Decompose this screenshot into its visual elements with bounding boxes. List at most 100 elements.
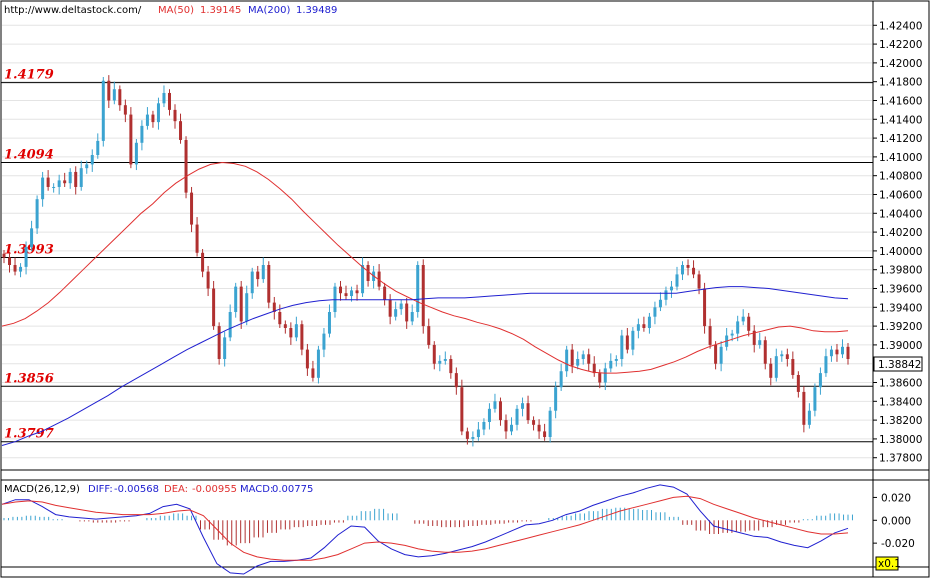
candle <box>498 397 502 426</box>
candle-body <box>625 335 629 350</box>
price-tick-label: 1.40000 <box>879 246 922 258</box>
macd-scale-badge-text: x0.1 <box>878 558 901 570</box>
candle <box>41 171 45 207</box>
candle <box>377 264 381 291</box>
candle-body <box>184 139 188 193</box>
candle-body <box>703 288 707 327</box>
candle-body <box>399 303 403 310</box>
candle-body <box>603 368 607 383</box>
price-tick-label: 1.41000 <box>879 152 922 164</box>
candle-body <box>653 307 657 317</box>
candle-body <box>57 180 61 187</box>
price-tick-label: 1.37800 <box>879 453 922 465</box>
candle <box>631 327 635 356</box>
macd-histogram <box>0 507 853 546</box>
macd-tick-label: 0.000 <box>881 515 911 527</box>
candle <box>239 280 243 329</box>
candle-body <box>592 363 596 374</box>
candle-body <box>410 312 414 322</box>
candle-body <box>421 265 425 327</box>
macd-title: MACD(26,12,9) <box>4 484 80 495</box>
candle-body <box>675 274 679 287</box>
candle-body <box>454 373 458 388</box>
candle-body <box>140 125 144 143</box>
price-tick-label: 1.40600 <box>879 189 922 201</box>
candle <box>427 318 431 349</box>
price-tick-label: 1.40800 <box>879 171 922 183</box>
candle <box>681 261 685 281</box>
price-tick-label: 1.41800 <box>879 77 922 89</box>
candle-body <box>730 333 734 336</box>
candle-body <box>41 177 45 200</box>
candle-body <box>112 89 116 101</box>
level-label: 1.3856 <box>4 371 54 386</box>
candle-body <box>432 344 436 364</box>
candle-body <box>482 421 486 430</box>
candle <box>548 406 552 443</box>
candle-body <box>697 274 701 289</box>
candle-body <box>8 257 12 266</box>
candle-body <box>587 354 591 364</box>
candle <box>327 304 331 338</box>
candle <box>228 304 232 342</box>
candle <box>322 327 326 358</box>
candle-body <box>52 186 56 188</box>
candle-body <box>377 271 381 287</box>
candle-body <box>796 374 800 392</box>
candle-body <box>278 312 282 325</box>
candle-body <box>476 429 480 438</box>
candle-body <box>758 340 762 345</box>
candle <box>129 107 133 169</box>
candle-body <box>460 387 464 432</box>
candle-body <box>173 109 177 122</box>
level-label: 1.3797 <box>4 427 54 442</box>
candle <box>669 280 673 298</box>
candle <box>267 261 271 309</box>
candle-body <box>598 373 602 383</box>
candle <box>350 286 354 302</box>
candle <box>708 318 712 349</box>
support-resistance-levels: 1.4179 1.4094 1.3993 1.3856 1.3797 <box>1 68 873 443</box>
candle <box>223 331 227 367</box>
candle-body <box>642 324 646 328</box>
candle <box>250 267 254 299</box>
candle-body <box>355 290 359 294</box>
candle-body <box>636 324 640 331</box>
price-tick-label: 1.39200 <box>879 321 922 333</box>
candle-body <box>35 199 39 229</box>
candle-body <box>807 410 811 425</box>
candle <box>487 403 491 430</box>
candle-body <box>90 155 94 165</box>
candle <box>416 261 420 318</box>
candle-body <box>664 290 668 300</box>
candle <box>703 282 707 334</box>
candle-body <box>521 403 525 409</box>
candle-body <box>747 316 751 331</box>
candle <box>460 379 464 436</box>
candle-body <box>835 349 839 355</box>
macd-dea-label: DEA: <box>164 484 188 495</box>
macd-diff-value: -0.00568 <box>114 484 159 495</box>
candle <box>675 266 679 291</box>
candle-body <box>559 371 563 388</box>
candle-body <box>383 286 387 300</box>
candle-body <box>813 387 817 411</box>
candle <box>278 304 282 328</box>
macd-diff-label: DIFF: <box>88 484 113 495</box>
candle <box>283 320 287 334</box>
candle-body <box>344 293 348 297</box>
candle <box>394 301 398 321</box>
candle-body <box>658 299 662 308</box>
ma200-label: MA(200) <box>248 5 290 16</box>
candle <box>96 133 100 159</box>
candle-body <box>228 312 232 338</box>
candle <box>90 149 94 172</box>
candle-body <box>96 140 100 156</box>
candle-body <box>2 253 6 258</box>
price-tick-label: 1.38000 <box>879 434 922 446</box>
candle <box>305 343 309 376</box>
candle <box>366 261 370 287</box>
candle-body <box>526 403 530 421</box>
price-tick-label: 1.42400 <box>879 20 922 32</box>
price-tick-label: 1.41200 <box>879 133 922 145</box>
